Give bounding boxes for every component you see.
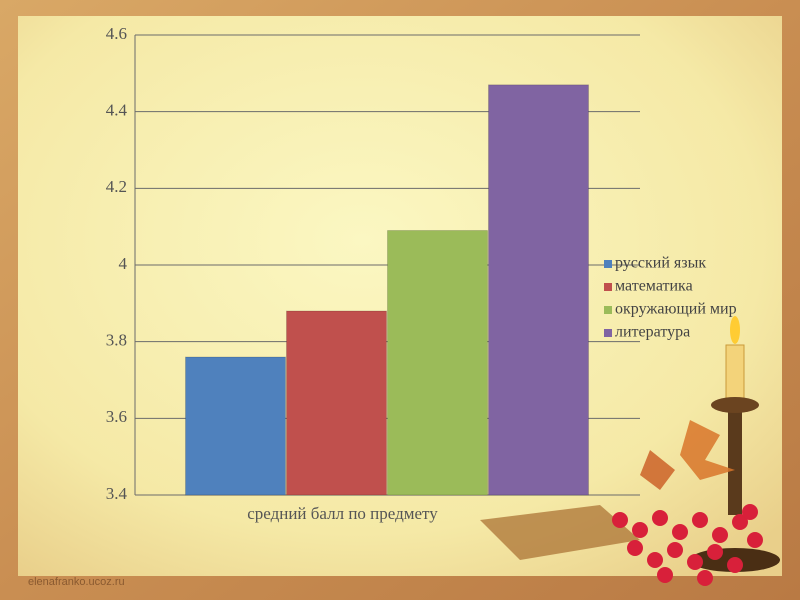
bar <box>286 310 387 496</box>
y-tick-label: 4.6 <box>106 24 127 43</box>
watermark: elenafranko.ucoz.ru <box>28 576 125 588</box>
y-tick-label: 3.6 <box>106 407 127 426</box>
legend-label: русский язык <box>615 255 706 272</box>
chart: 3.4 3.6 3.8 4 4.2 4.4 4.6 средний балл по предм… <box>106 24 737 523</box>
legend-swatch <box>604 283 612 291</box>
y-tick-label: 4.4 <box>106 101 128 120</box>
bar <box>488 84 589 496</box>
decoration <box>480 316 780 586</box>
legend-label: математика <box>615 278 693 295</box>
legend-swatch <box>604 306 612 314</box>
y-tick-label: 4.2 <box>106 177 127 196</box>
x-tick-label: средний балл по предмету <box>247 504 438 523</box>
y-tick-label: 3.4 <box>106 484 128 503</box>
legend-label: литература <box>615 324 690 341</box>
y-tick-label: 4 <box>119 254 128 273</box>
legend-swatch <box>604 260 612 268</box>
legend-label: окружающий мир <box>615 301 737 318</box>
bar <box>185 356 286 496</box>
legend-swatch <box>604 329 612 337</box>
bar <box>387 230 488 496</box>
y-tick-label: 3.8 <box>106 331 127 350</box>
